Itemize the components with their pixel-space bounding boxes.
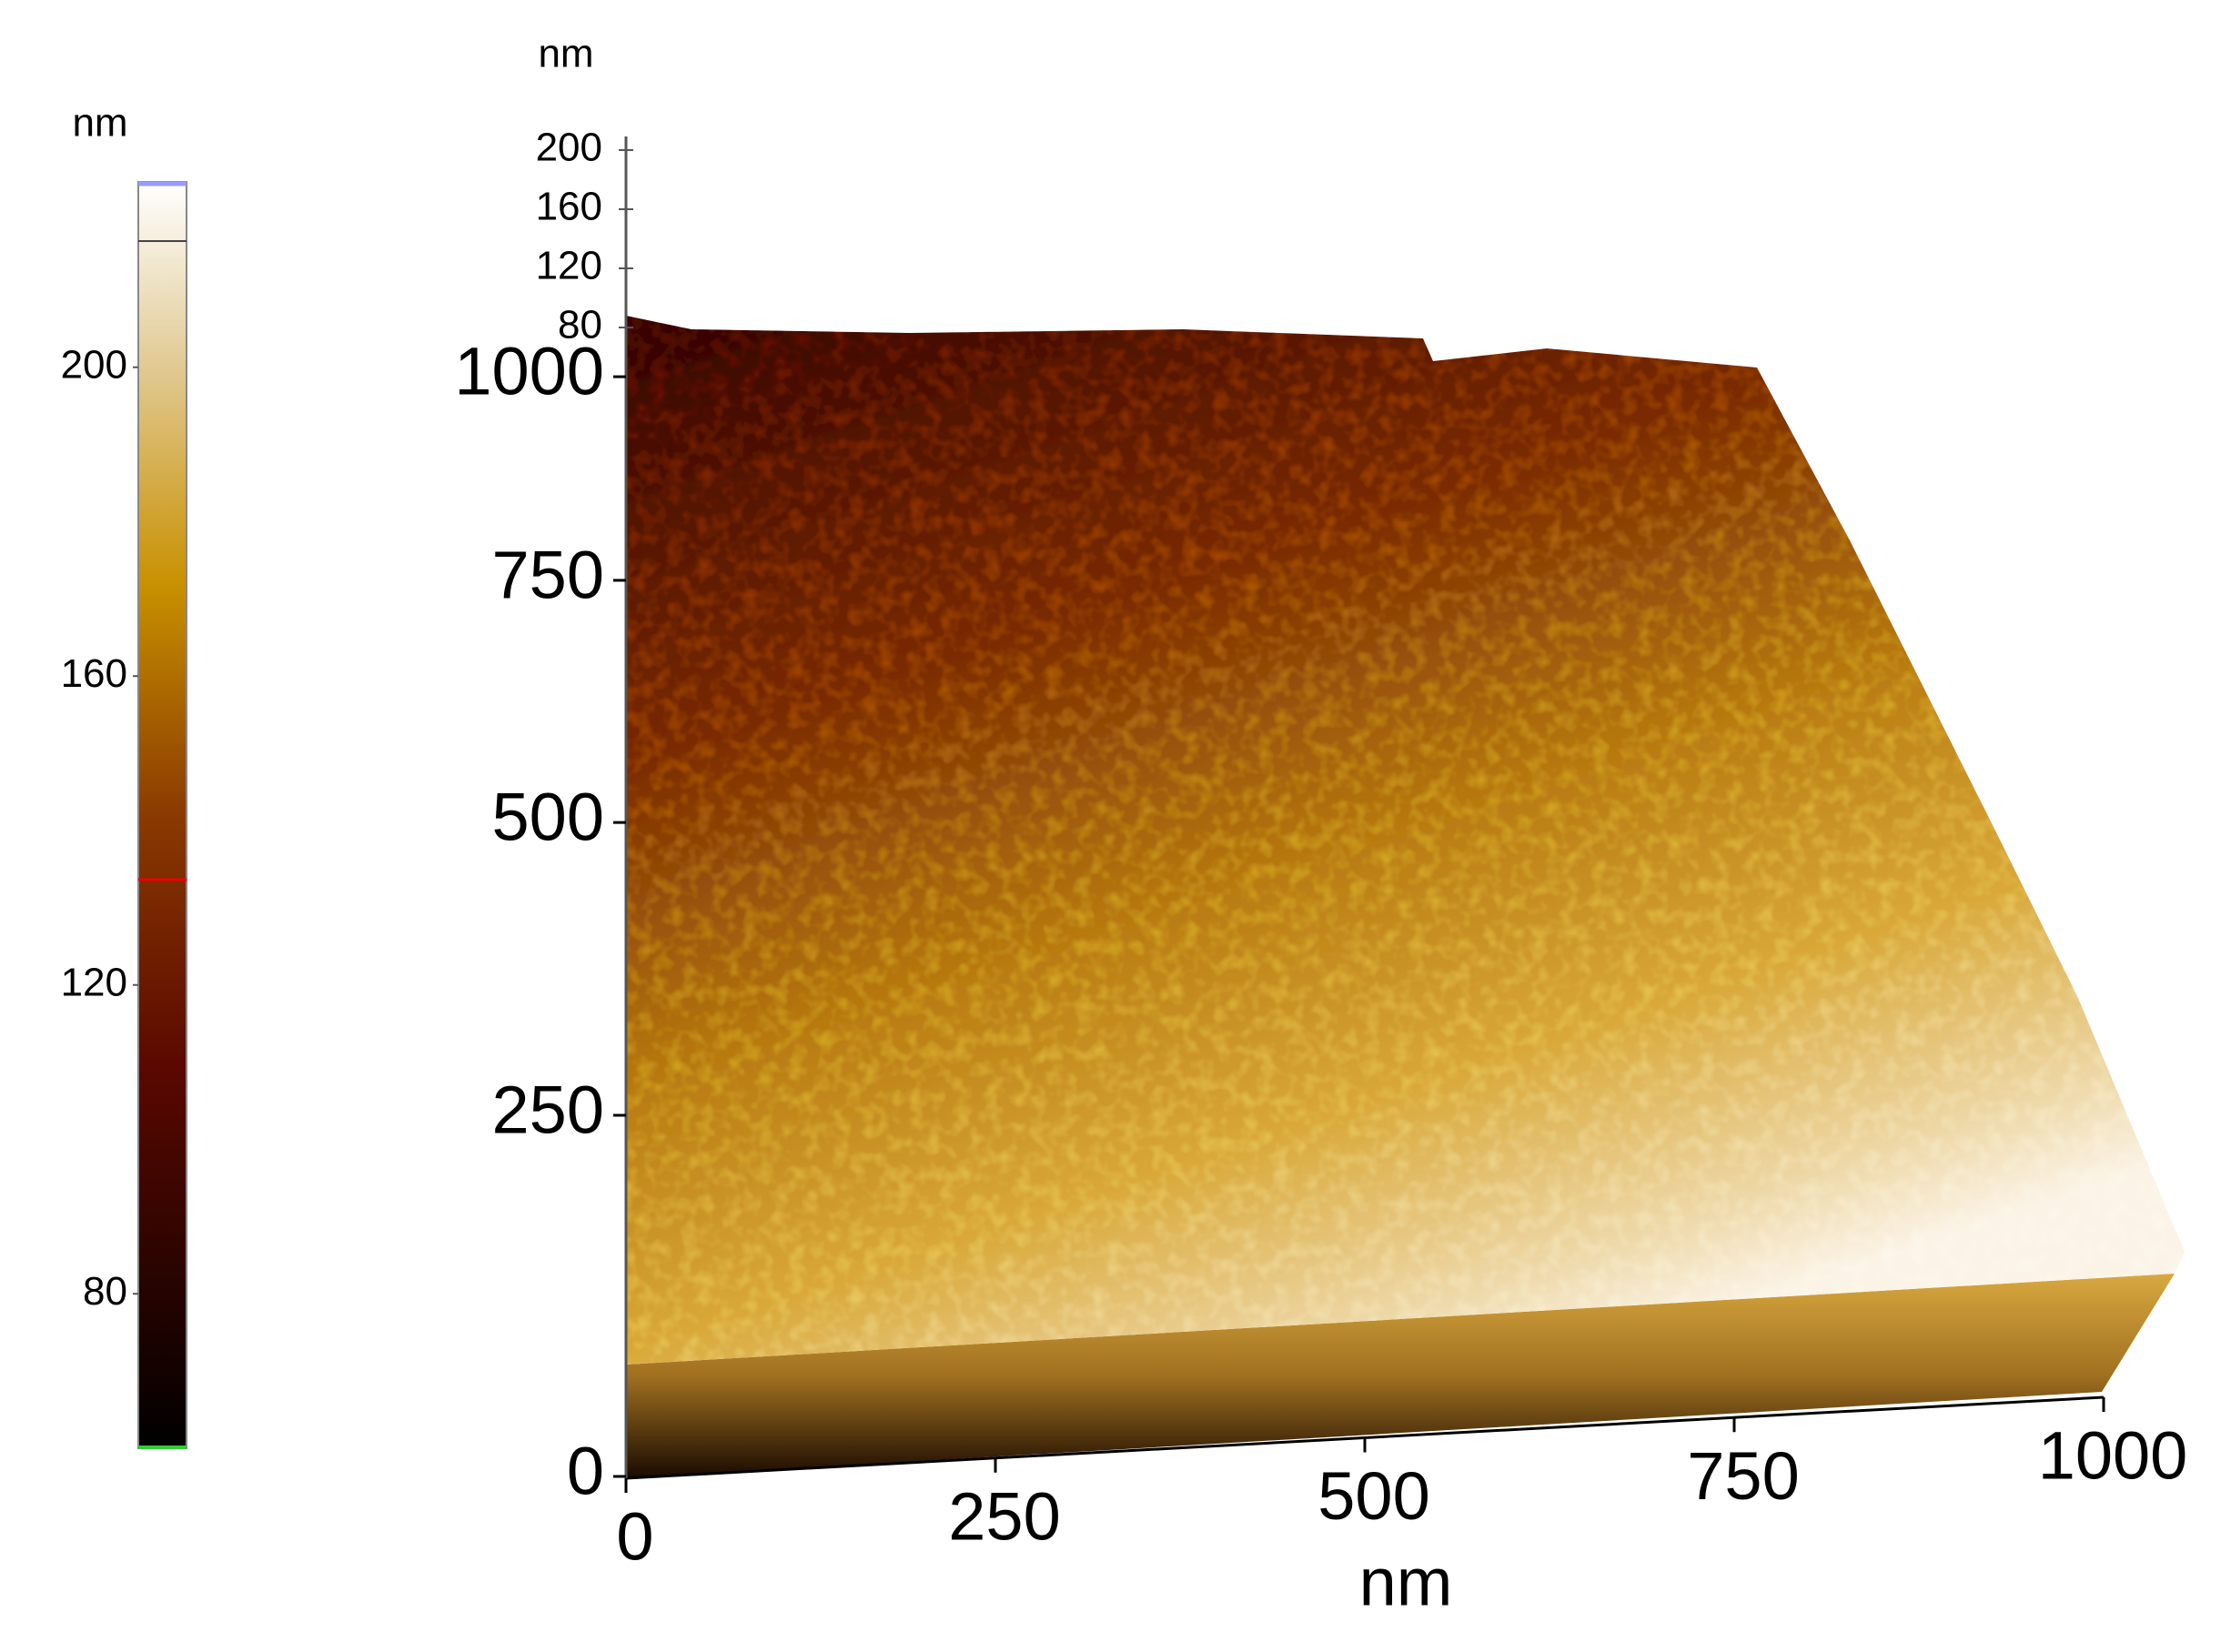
x-tick-label: 250	[948, 1478, 1060, 1554]
x-tick-label: 0	[616, 1499, 653, 1575]
z-tick-label: 200	[536, 126, 602, 170]
colorbar-tick-label: 160	[61, 651, 127, 696]
z-tick-label: 160	[536, 185, 602, 229]
z-axis-unit: nm	[538, 32, 593, 76]
y-tick-label: 750	[492, 537, 604, 612]
colorbar-unit: nm	[72, 101, 127, 146]
z-tick-label: 80	[558, 303, 602, 348]
colorbar-gradient	[137, 181, 187, 1449]
x-tick-label: 1000	[2038, 1418, 2188, 1494]
colorbar-tick-label: 120	[61, 960, 127, 1004]
colorbar: nm	[72, 101, 187, 1449]
y-tick-label: 1000	[454, 334, 604, 409]
surface: nm nm	[538, 32, 2185, 1620]
surface-front-face	[626, 1274, 2175, 1478]
y-tick-label: 500	[492, 780, 604, 855]
z-tick-label: 120	[536, 244, 602, 288]
colorbar-tick-label: 200	[61, 342, 127, 387]
y-tick-label: 250	[492, 1073, 604, 1148]
surface-top	[626, 316, 2185, 1365]
y-tick-label: 0	[567, 1434, 604, 1509]
colorbar-tick-label: 80	[83, 1269, 127, 1314]
x-tick-label: 750	[1687, 1438, 1799, 1514]
x-axis-title: nm	[1359, 1545, 1453, 1620]
x-tick-label: 500	[1317, 1458, 1429, 1534]
